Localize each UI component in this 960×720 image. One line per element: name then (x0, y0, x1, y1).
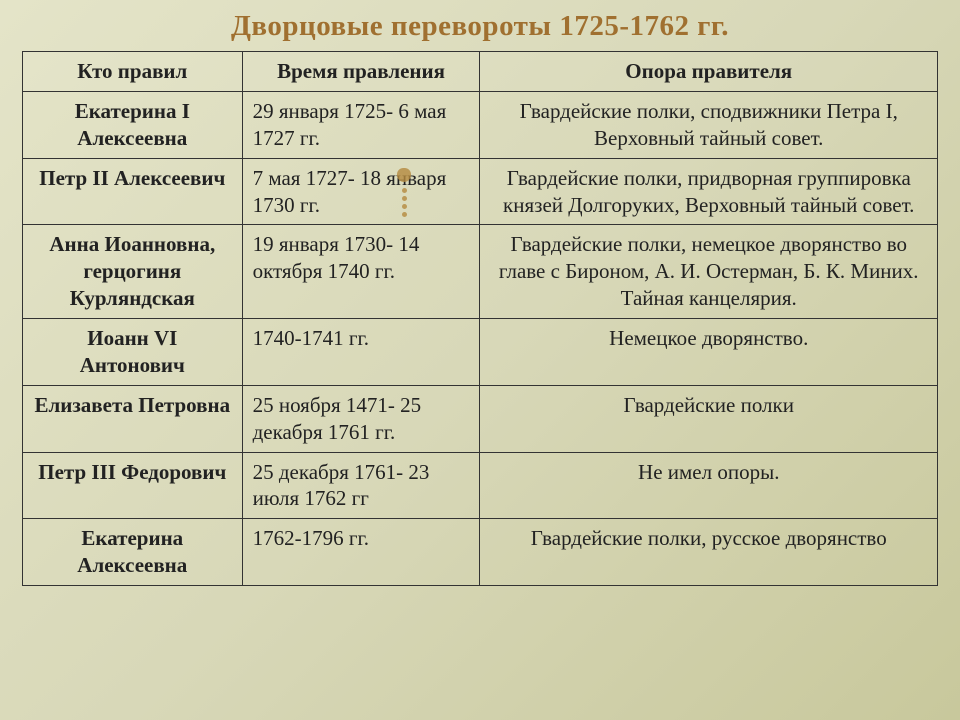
cell-period: 1740-1741 гг. (242, 319, 480, 386)
cell-period: 29 января 1725- 6 мая 1727 гг. (242, 91, 480, 158)
cell-ruler: Иоанн VI Антонович (23, 319, 243, 386)
cell-period: 1762-1796 гг. (242, 519, 480, 586)
cell-ruler: Елизавета Петровна (23, 385, 243, 452)
table-row: Иоанн VI Антонович 1740-1741 гг. Немецко… (23, 319, 938, 386)
cell-support: Гвардейские полки, сподвижники Петра I, … (480, 91, 938, 158)
cell-support: Гвардейские полки, придворная группировк… (480, 158, 938, 225)
cell-support: Гвардейские полки, немецкое дворянство в… (480, 225, 938, 319)
header-ruler: Кто правил (23, 52, 243, 92)
slide-page: Дворцовые перевороты 1725-1762 гг. Кто п… (0, 0, 960, 720)
table-header-row: Кто правил Время правления Опора правите… (23, 52, 938, 92)
rulers-table: Кто правил Время правления Опора правите… (22, 51, 938, 586)
cell-period: 19 января 1730- 14 октября 1740 гг. (242, 225, 480, 319)
cell-ruler: Анна Иоанновна, герцогиня Курляндская (23, 225, 243, 319)
cell-support: Гвардейские полки (480, 385, 938, 452)
table-row: Петр II Алексеевич 7 мая 1727- 18 января… (23, 158, 938, 225)
cell-support: Немецкое дворянство. (480, 319, 938, 386)
table-row: Елизавета Петровна 25 ноября 1471- 25 де… (23, 385, 938, 452)
table-row: Петр III Федорович 25 декабря 1761- 23 и… (23, 452, 938, 519)
cell-ruler: Екатерина Алексеевна (23, 519, 243, 586)
table-row: Екатерина I Алексеевна 29 января 1725- 6… (23, 91, 938, 158)
cell-period: 7 мая 1727- 18 января 1730 гг. (242, 158, 480, 225)
cell-support: Не имел опоры. (480, 452, 938, 519)
page-title: Дворцовые перевороты 1725-1762 гг. (22, 10, 938, 43)
cell-ruler: Екатерина I Алексеевна (23, 91, 243, 158)
cell-ruler: Петр III Федорович (23, 452, 243, 519)
cell-ruler: Петр II Алексеевич (23, 158, 243, 225)
table-row: Анна Иоанновна, герцогиня Курляндская 19… (23, 225, 938, 319)
cell-support: Гвардейские полки, русское дворянство (480, 519, 938, 586)
cell-period: 25 ноября 1471- 25 декабря 1761 гг. (242, 385, 480, 452)
cell-period: 25 декабря 1761- 23 июля 1762 гг (242, 452, 480, 519)
table-row: Екатерина Алексеевна 1762-1796 гг. Гвард… (23, 519, 938, 586)
header-support: Опора правителя (480, 52, 938, 92)
header-period: Время правления (242, 52, 480, 92)
